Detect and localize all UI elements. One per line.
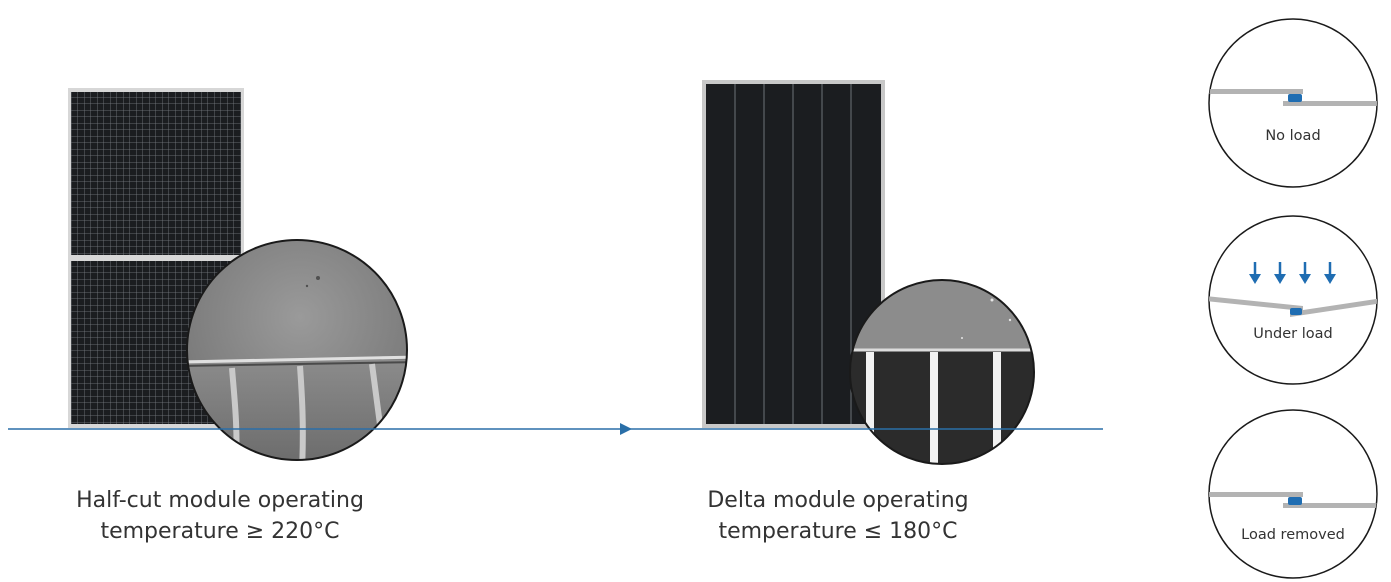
half-cut-caption-line1: Half-cut module operating (76, 488, 364, 513)
delta-caption-line2: temperature ≤ 180°C (718, 519, 958, 544)
contact-pad-icon (1290, 308, 1302, 315)
half-cut-caption: Half-cut module operating temperature ≥ … (20, 485, 420, 547)
delta-caption: Delta module operating temperature ≤ 180… (638, 485, 1038, 547)
delta-zoom-ring (849, 279, 1035, 465)
down-arrow-icon (1299, 262, 1311, 284)
load-arrows (1249, 262, 1336, 284)
down-arrow-icon (1324, 262, 1336, 284)
load-state-load-removed (1208, 409, 1378, 579)
half-cut-zoom-ring (186, 239, 408, 461)
contact-pad-icon (1288, 94, 1302, 102)
under-load-label: Under load (1253, 326, 1333, 342)
contact-pad-icon (1288, 497, 1302, 505)
half-cut-caption-line2: temperature ≥ 220°C (100, 519, 340, 544)
load-removed-label: Load removed (1241, 527, 1345, 543)
down-arrow-icon (1249, 262, 1261, 284)
load-state-under-load (1208, 215, 1378, 385)
delta-caption-line1: Delta module operating (707, 488, 969, 513)
half-cut-module-top-half (71, 92, 241, 255)
down-arrow-icon (1274, 262, 1286, 284)
load-state-no-load (1208, 18, 1378, 188)
delta-zoom-detail (850, 280, 1034, 464)
no-load-label: No load (1265, 128, 1321, 144)
axis-arrow-head (620, 423, 632, 435)
